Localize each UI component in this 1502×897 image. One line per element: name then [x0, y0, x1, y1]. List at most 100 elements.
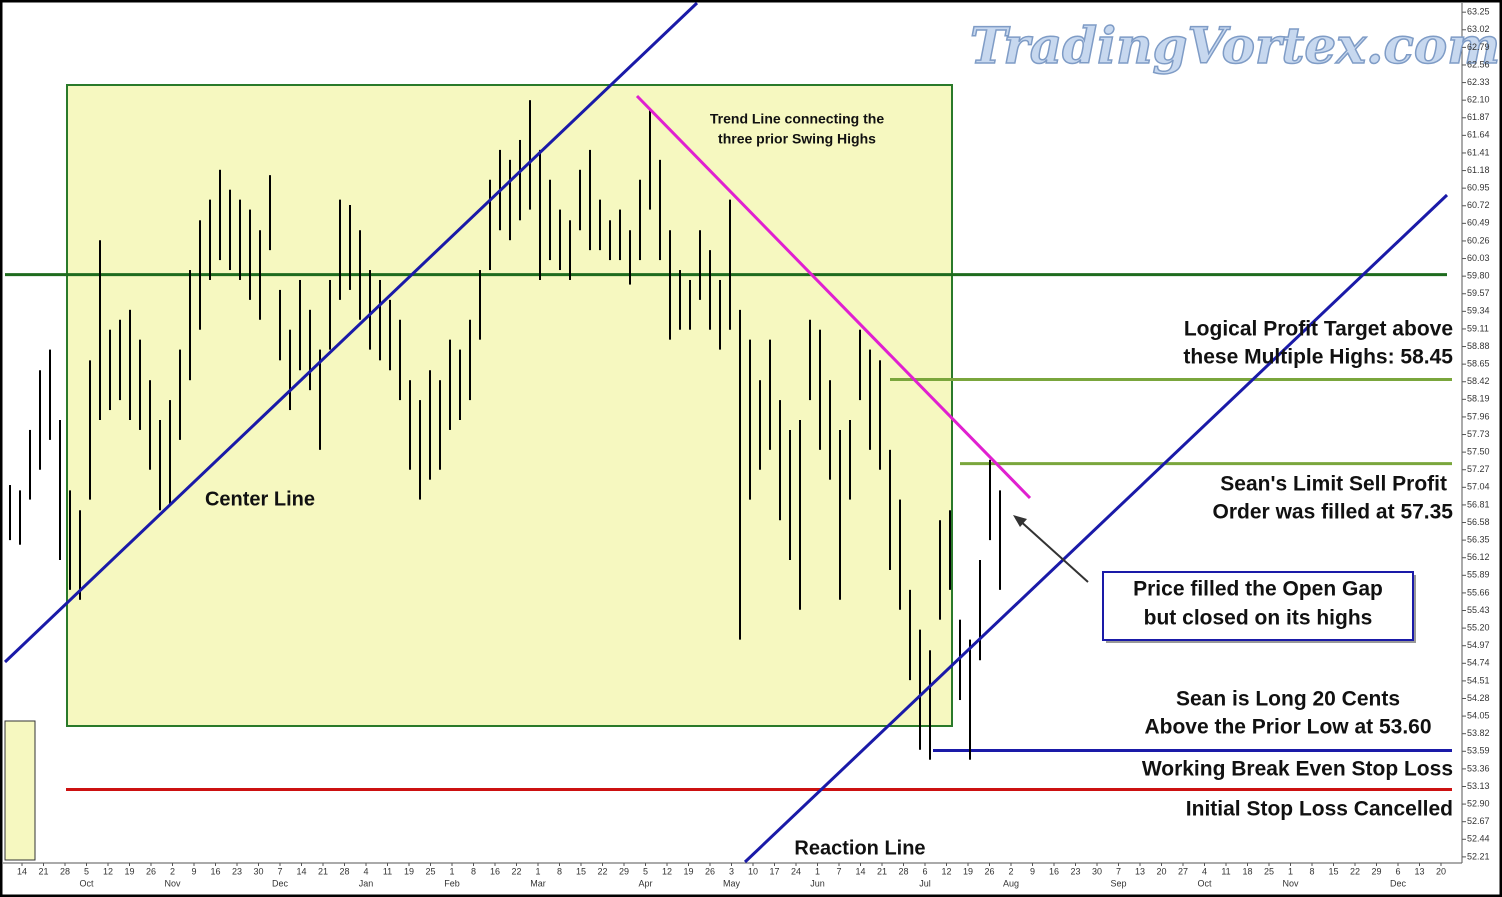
x-tick-label: 19 — [963, 866, 973, 876]
y-tick-label: 54.05 — [1467, 710, 1490, 720]
annotation: Initial Stop Loss Cancelled — [1186, 798, 1453, 821]
arrow-head — [1013, 515, 1027, 527]
x-tick-label: 7 — [277, 866, 282, 876]
x-tick-label: 14 — [855, 866, 865, 876]
annotation: Working Break Even Stop Loss — [1142, 758, 1453, 781]
x-tick-label: 5 — [643, 866, 648, 876]
x-tick-label: 7 — [836, 866, 841, 876]
x-tick-label: 28 — [898, 866, 908, 876]
y-tick-label: 58.19 — [1467, 394, 1490, 404]
annotation: Price filled the Open Gap — [1133, 578, 1383, 601]
y-tick-label: 56.12 — [1467, 552, 1490, 562]
y-tick-label: 61.64 — [1467, 130, 1490, 140]
x-tick-label: 1 — [815, 866, 820, 876]
y-tick-label: 58.42 — [1467, 376, 1490, 386]
x-tick-label: 16 — [1049, 866, 1059, 876]
x-tick-label: 28 — [339, 866, 349, 876]
y-tick-label: 52.67 — [1467, 816, 1490, 826]
y-tick-label: 62.33 — [1467, 77, 1490, 87]
x-tick-label: 11 — [1221, 866, 1230, 876]
y-tick-label: 61.18 — [1467, 165, 1490, 175]
x-month-label: Oct — [79, 878, 94, 888]
x-tick-label: 26 — [984, 866, 994, 876]
arrow — [1017, 518, 1089, 583]
x-tick-label: 5 — [84, 866, 89, 876]
x-tick-label: 28 — [60, 866, 70, 876]
x-tick-label: 8 — [471, 866, 476, 876]
y-tick-label: 57.50 — [1467, 447, 1490, 457]
annotation: Order was filled at 57.35 — [1213, 501, 1454, 524]
x-tick-label: 1 — [535, 866, 540, 876]
y-tick-label: 60.03 — [1467, 253, 1490, 263]
annotation: but closed on its highs — [1144, 607, 1373, 630]
x-tick-label: 21 — [877, 866, 887, 876]
x-tick-label: 2 — [170, 866, 175, 876]
y-tick-label: 58.88 — [1467, 341, 1490, 351]
x-tick-label: 21 — [318, 866, 328, 876]
x-tick-label: 22 — [597, 866, 607, 876]
y-tick-label: 62.79 — [1467, 42, 1490, 52]
annotation: Trend Line connecting the — [710, 111, 884, 127]
y-tick-label: 60.26 — [1467, 235, 1490, 245]
y-tick-label: 59.11 — [1467, 323, 1489, 333]
x-tick-label: 19 — [404, 866, 414, 876]
y-tick-label: 56.58 — [1467, 517, 1490, 527]
x-tick-label: 9 — [191, 866, 196, 876]
y-tick-label: 60.49 — [1467, 218, 1490, 228]
y-tick-label: 53.59 — [1467, 746, 1490, 756]
x-tick-label: 4 — [363, 866, 368, 876]
x-tick-label: 19 — [683, 866, 693, 876]
x-month-label: Sep — [1110, 878, 1126, 888]
x-tick-label: 6 — [1395, 866, 1400, 876]
x-tick-label: 4 — [1202, 866, 1207, 876]
y-tick-label: 54.97 — [1467, 640, 1490, 650]
x-tick-label: 12 — [662, 866, 672, 876]
x-tick-label: 10 — [748, 866, 758, 876]
y-tick-label: 63.02 — [1467, 24, 1490, 34]
x-tick-label: 8 — [1309, 866, 1314, 876]
y-tick-label: 63.25 — [1467, 7, 1490, 17]
x-tick-label: 15 — [1328, 866, 1338, 876]
x-month-label: May — [723, 878, 741, 888]
annotation: Center Line — [205, 488, 315, 510]
x-tick-label: 23 — [1070, 866, 1080, 876]
x-month-label: Jun — [810, 878, 825, 888]
x-tick-label: 20 — [1156, 866, 1166, 876]
y-tick-label: 52.90 — [1467, 798, 1490, 808]
x-month-label: Apr — [638, 878, 652, 888]
annotation: three prior Swing Highs — [718, 131, 876, 147]
center-line — [3, 1, 699, 664]
x-tick-label: 8 — [557, 866, 562, 876]
y-tick-label: 57.04 — [1467, 482, 1490, 492]
y-tick-label: 60.95 — [1467, 183, 1490, 193]
x-tick-label: 26 — [705, 866, 715, 876]
x-tick-label: 22 — [511, 866, 521, 876]
y-tick-label: 57.96 — [1467, 411, 1490, 421]
y-tick-label: 58.65 — [1467, 359, 1490, 369]
annotation: Above the Prior Low at 53.60 — [1144, 716, 1431, 739]
y-tick-label: 56.81 — [1467, 499, 1490, 509]
x-month-label: Feb — [444, 878, 460, 888]
x-tick-label: 17 — [769, 866, 779, 876]
x-tick-label: 29 — [1371, 866, 1381, 876]
x-tick-label: 3 — [729, 866, 734, 876]
x-month-label: Dec — [1390, 878, 1407, 888]
x-tick-label: 13 — [1414, 866, 1424, 876]
x-tick-label: 13 — [1135, 866, 1145, 876]
x-month-label: Oct — [1197, 878, 1212, 888]
annotation: these Multiple Highs: 58.45 — [1183, 346, 1453, 369]
x-tick-label: 12 — [941, 866, 951, 876]
x-month-label: Dec — [272, 878, 289, 888]
annotation: Logical Profit Target above — [1184, 318, 1453, 341]
y-tick-label: 52.21 — [1467, 851, 1490, 861]
y-tick-label: 55.66 — [1467, 587, 1490, 597]
y-tick-label: 55.20 — [1467, 622, 1490, 632]
x-tick-label: 25 — [1264, 866, 1274, 876]
x-tick-label: 30 — [253, 866, 263, 876]
annotation: Reaction Line — [794, 837, 925, 859]
y-tick-label: 62.56 — [1467, 59, 1490, 69]
x-tick-label: 16 — [490, 866, 500, 876]
x-tick-label: 23 — [232, 866, 242, 876]
y-tick-label: 54.51 — [1467, 675, 1490, 685]
y-tick-label: 55.89 — [1467, 570, 1490, 580]
